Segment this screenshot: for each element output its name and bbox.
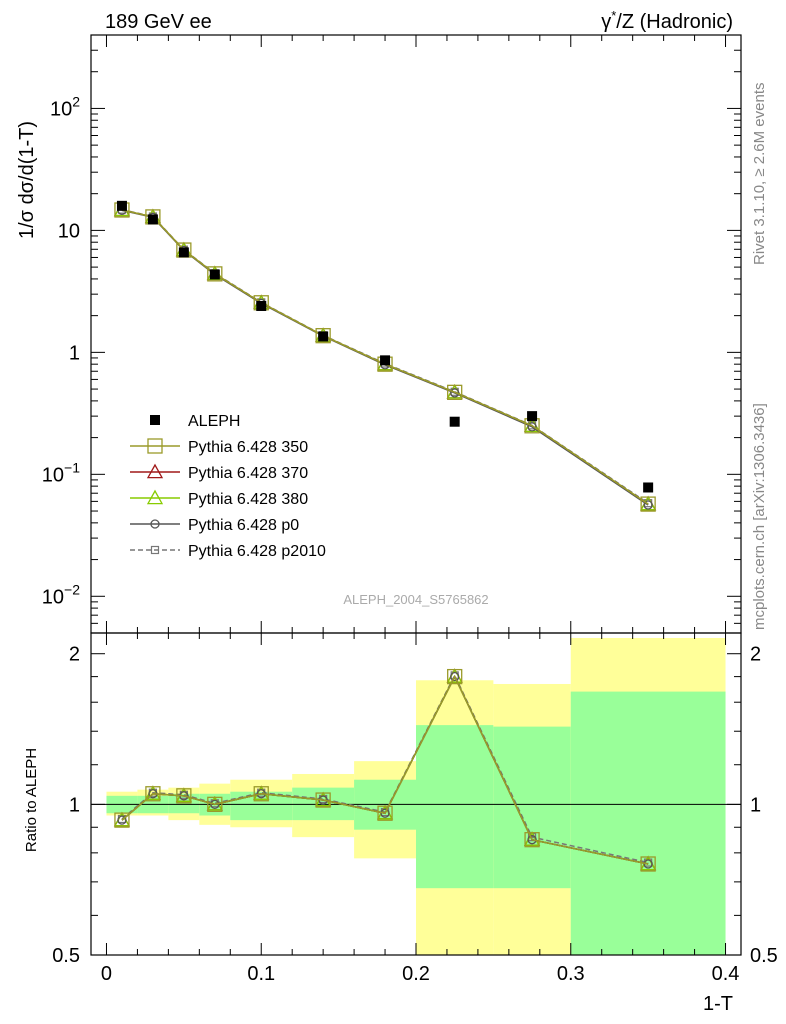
main-series-point-p350 [447, 384, 463, 400]
ratio-y-tick-label-right: 2 [750, 644, 761, 666]
legend-marker-p370 [146, 463, 164, 479]
ratio-y-tick-label-right: 1 [750, 794, 761, 816]
main-data-point [209, 269, 220, 280]
header-right-gamma: γ [601, 11, 611, 33]
ratio-series-point-p0 [117, 815, 127, 825]
legend-marker-p350 [147, 438, 163, 454]
main-data-point [116, 200, 127, 211]
legend-label-p380: Pythia 6.428 380 [188, 491, 308, 508]
ratio-y-tick-label: 0.5 [52, 945, 80, 967]
ratio-series-point-p350 [207, 796, 223, 813]
main-y-axis-label: 1/σ dσ/d(1-T) [16, 121, 38, 239]
main-data-point [527, 411, 538, 422]
x-tick-label: 0.1 [247, 963, 275, 985]
ratio-series-point-p350 [447, 668, 463, 685]
main-data-point [380, 355, 391, 366]
ratio-panel: 0 0.1 0.2 0.3 0.4 0.5 0.5 1 1 2 2 [52, 632, 778, 985]
x-tick-label: 0.3 [557, 963, 585, 985]
header-right-rest: /Z (Hadronic) [616, 11, 733, 33]
legend-label-p0: Pythia 6.428 p0 [188, 517, 299, 534]
main-series-point-p350 [640, 496, 656, 512]
y-tick-label: 10−2 [42, 581, 80, 608]
main-series-line-p350 [121, 209, 649, 505]
y-tick-label: 102 [50, 93, 80, 120]
main-series-point-p0 [450, 388, 460, 398]
header-right-title: γ*/Z (Hadronic) [601, 8, 733, 33]
ratio-series-point-p350 [315, 792, 331, 808]
ratio-y-tick-label-right: 0.5 [750, 945, 778, 967]
rivet-label: Rivet 3.1.10, ≥ 2.6M events [751, 83, 768, 266]
main-data-point [449, 416, 460, 427]
main-panel: 102 10 1 10−1 10−2 [42, 34, 742, 634]
main-data-point [643, 482, 654, 493]
header-left-title: 189 GeV ee [105, 11, 212, 33]
ratio-series-line-p2010 [121, 673, 649, 864]
x-tick-label: 0.4 [712, 963, 740, 985]
header-right-star: * [611, 8, 616, 23]
ratio-band-inner [570, 691, 726, 955]
legend-marker-data [150, 415, 160, 425]
ratio-band-inner [416, 725, 494, 889]
main-data-point [318, 331, 329, 342]
main-series-point-p0 [643, 500, 653, 510]
main-series-point-p0 [527, 422, 537, 432]
ratio-series-point-p350 [640, 856, 656, 872]
legend-label-p370: Pythia 6.428 370 [188, 465, 308, 482]
ratio-series-line-p350 [121, 674, 649, 865]
ratio-band-inner [168, 793, 200, 814]
main-data-point [256, 300, 267, 311]
main-series-point-p350 [207, 266, 223, 282]
x-tick-label: 0 [101, 963, 112, 985]
ratio-y-tick-label: 2 [69, 644, 80, 666]
legend: ALEPH Pythia 6.428 350 Pythia 6.428 370 Pyt… [130, 413, 326, 560]
ratio-series-point-p350 [377, 805, 393, 821]
ratio-series-point-p0 [450, 671, 460, 682]
legend-marker-p2010 [150, 545, 160, 555]
x-axis-label: 1-T [703, 993, 733, 1015]
ratio-y-tick-label: 1 [69, 794, 80, 816]
ratio-series-point-p0 [643, 859, 653, 869]
legend-label-data: ALEPH [188, 413, 240, 430]
ratio-series-point-p0 [380, 808, 390, 818]
ratio-series-point-p0 [527, 835, 537, 845]
x-tick-label: 0.2 [402, 963, 430, 985]
legend-label-p2010: Pythia 6.428 p2010 [188, 543, 326, 560]
main-data-point [178, 247, 189, 258]
y-tick-label: 10−1 [42, 459, 80, 486]
y-tick-label: 10 [58, 220, 80, 242]
legend-label-p350: Pythia 6.428 350 [188, 439, 308, 456]
main-series-point-p350 [315, 328, 331, 344]
ratio-series-point-p350 [524, 832, 540, 848]
y-tick-label: 1 [69, 342, 80, 364]
ratio-series-point-p0 [210, 799, 220, 810]
ratio-series-point-p350 [145, 786, 161, 802]
legend-marker-p380 [146, 489, 164, 505]
ratio-series-point-p350 [176, 788, 192, 804]
ratio-band-inner [493, 726, 571, 889]
legend-marker-p0 [150, 519, 160, 529]
ratio-series-point-p350 [114, 812, 130, 828]
ratio-series-point-p350 [253, 786, 269, 802]
mcplots-label: mcplots.cern.ch [arXiv:1306.3436] [751, 403, 768, 630]
watermark-label: ALEPH_2004_S5765862 [343, 592, 488, 607]
main-data-point [147, 214, 158, 225]
ratio-y-axis-label: Ratio to ALEPH [23, 748, 40, 852]
